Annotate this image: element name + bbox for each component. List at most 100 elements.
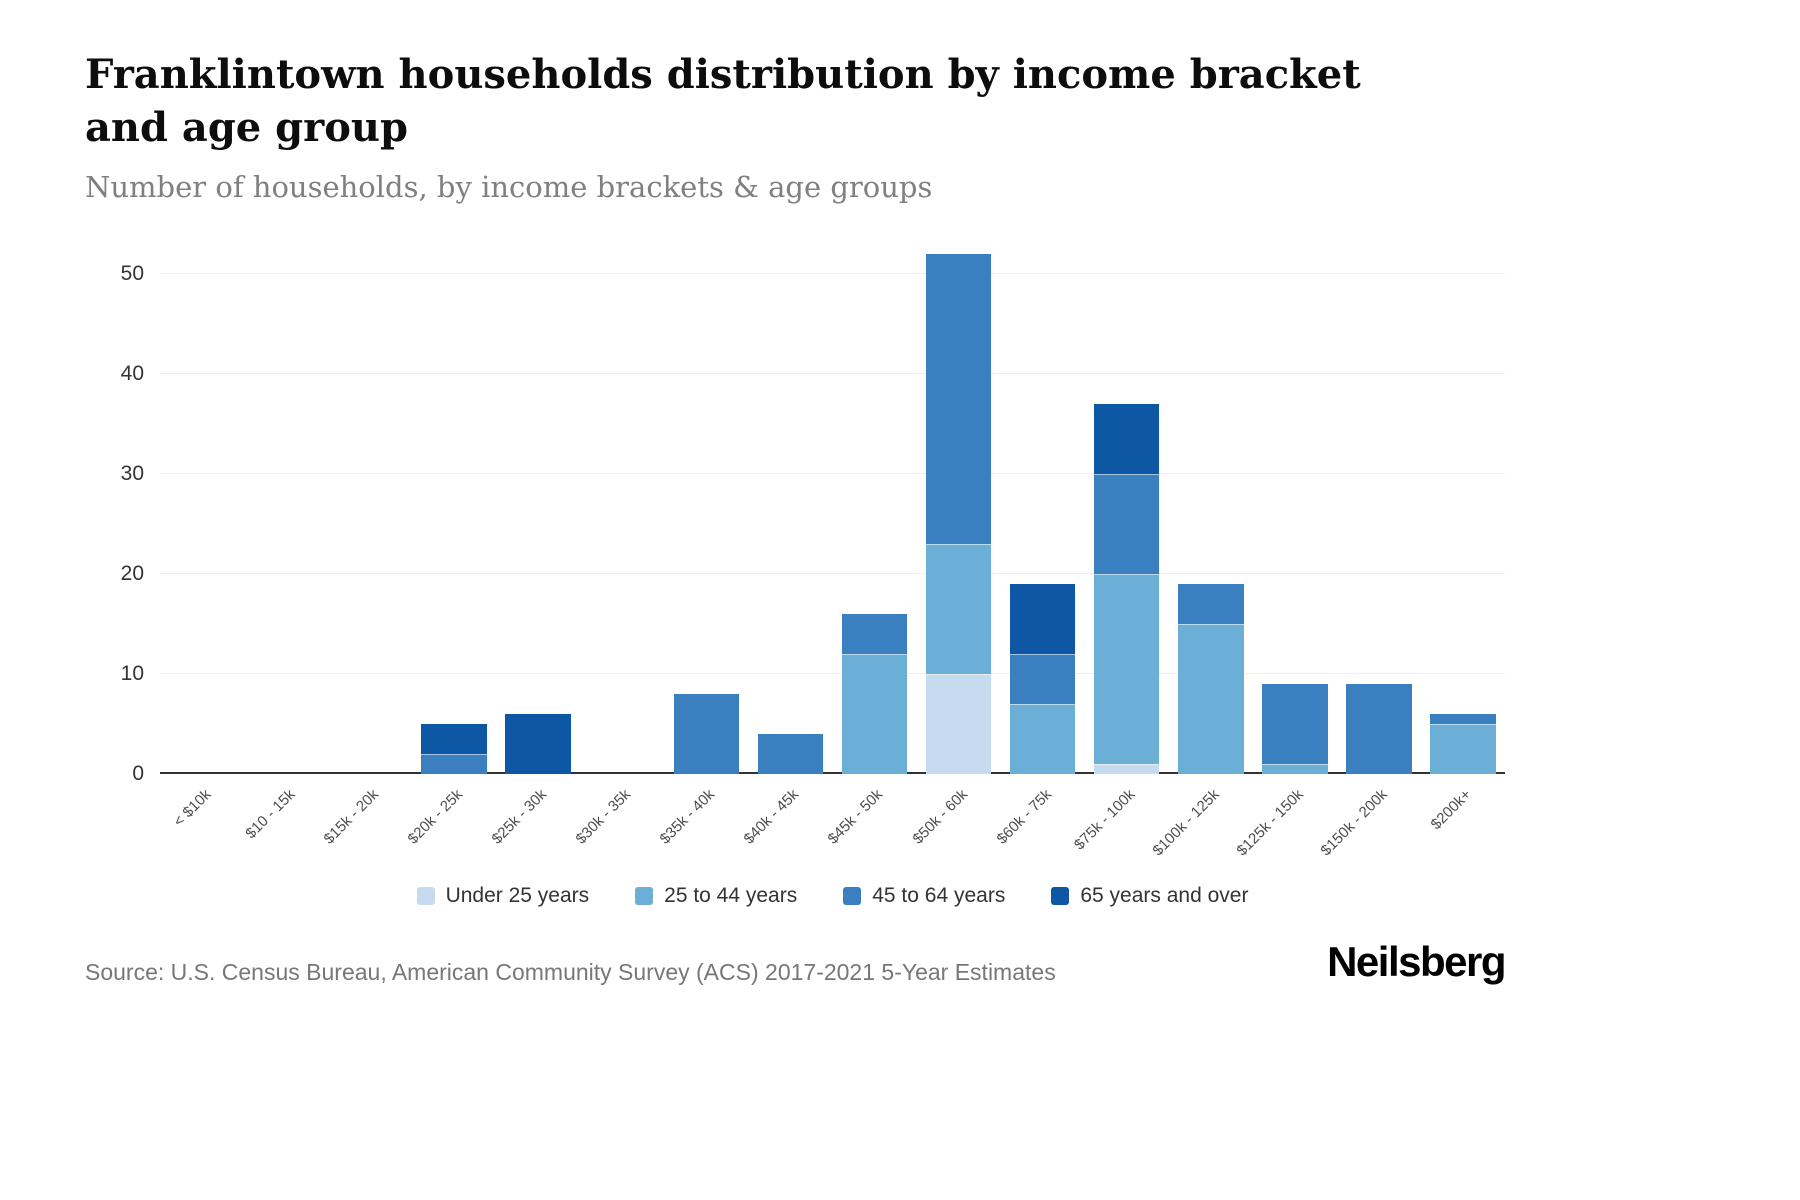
bar-segment <box>1009 584 1076 655</box>
bar-segment <box>1177 584 1244 625</box>
y-tick-label: 50 <box>120 262 144 286</box>
x-tick-label: $30k - 35k <box>572 786 635 848</box>
legend-item: Under 25 years <box>416 884 590 908</box>
gridline <box>160 573 1505 575</box>
stacked-bar <box>1430 714 1496 775</box>
bar-segment <box>673 694 740 775</box>
bar-segment <box>1346 684 1412 775</box>
bar-segment <box>757 734 824 775</box>
bar-column: $100k - 125k <box>1149 254 1253 860</box>
bar-segment <box>1093 404 1160 475</box>
x-tick-label: $15k - 20k <box>320 786 383 848</box>
chart-subtitle: Number of households, by income brackets… <box>85 170 933 205</box>
bar-segment <box>1430 724 1496 775</box>
bar-segment <box>925 544 992 675</box>
bar-segment <box>1009 654 1076 705</box>
y-tick-label: 0 <box>132 762 144 786</box>
x-tick-label: $40k - 45k <box>740 786 803 848</box>
bar-column: $50k - 60k <box>909 254 1001 848</box>
stacked-bar <box>1177 584 1244 775</box>
plot-area: < $10k $10 - 15k $15k - 20k $20k - 25k $25k … <box>160 254 1505 860</box>
stacked-bar <box>421 724 487 775</box>
y-tick-label: 10 <box>120 662 144 686</box>
bar-segment <box>505 714 572 775</box>
x-tick-label: $75k - 100k <box>1071 786 1139 854</box>
x-tick-label: $25k - 30k <box>488 786 551 848</box>
legend-item: 25 to 44 years <box>635 884 797 908</box>
bar-segment <box>925 674 992 775</box>
legend: Under 25 years 25 to 44 years 45 to 64 yea… <box>160 884 1505 908</box>
bar-column: $125k - 150k <box>1234 254 1337 860</box>
bar-segment <box>1262 684 1328 765</box>
bar-column: $200k+ <box>1421 254 1505 833</box>
bars: < $10k $10 - 15k $15k - 20k $20k - 25k $25k … <box>160 254 1505 860</box>
stacked-bar <box>757 734 824 775</box>
x-tick-label: $125k - 150k <box>1233 786 1307 860</box>
bar-segment <box>925 254 992 545</box>
bar-column: $40k - 45k <box>741 254 832 848</box>
bar-column: $35k - 40k <box>657 254 748 848</box>
legend-swatch <box>416 887 435 906</box>
x-tick-label: $200k+ <box>1427 786 1475 834</box>
neilsberg-logo: Neilsberg <box>1327 938 1506 986</box>
chart-title: Franklintown households distribution by … <box>85 51 1361 152</box>
x-tick-label: $10 - 15k <box>241 786 299 843</box>
stacked-bar <box>841 614 908 775</box>
gridline <box>160 673 1505 675</box>
x-tick-label: $45k - 50k <box>825 786 887 848</box>
y-tick-label: 30 <box>120 462 144 486</box>
x-tick-label: $20k - 25k <box>404 786 467 848</box>
x-tick-label: $50k - 60k <box>909 786 971 848</box>
y-tick-label: 40 <box>120 362 144 386</box>
legend-swatch <box>1051 887 1070 906</box>
y-axis: 0 10 20 30 40 50 <box>85 254 160 785</box>
stacked-bar <box>1009 584 1076 775</box>
bar-segment <box>421 724 487 755</box>
bar-segment <box>1009 704 1076 775</box>
bar-column: $150k - 200k <box>1318 254 1421 860</box>
x-tick-label: $100k - 125k <box>1149 786 1223 860</box>
legend-item: 45 to 64 years <box>843 884 1005 908</box>
bar-segment <box>841 614 908 655</box>
gridline <box>160 473 1505 475</box>
bar-segment <box>841 654 908 775</box>
legend-label: 25 to 44 years <box>664 884 798 908</box>
bar-segment <box>1093 474 1160 575</box>
bar-column: $20k - 25k <box>405 254 496 848</box>
stacked-bar <box>1093 404 1160 775</box>
source-text: Source: U.S. Census Bureau, American Com… <box>85 959 1056 986</box>
legend-swatch <box>843 887 862 906</box>
legend-label: 45 to 64 years <box>872 884 1006 908</box>
bar-column: $25k - 30k <box>489 254 580 848</box>
legend-swatch <box>635 887 654 906</box>
x-tick-label: $150k - 200k <box>1317 786 1391 860</box>
bar-column: $60k - 75k <box>993 254 1085 848</box>
bar-column: $75k - 100k <box>1071 254 1169 854</box>
x-tick-label: $35k - 40k <box>656 786 719 848</box>
stacked-bar <box>1346 684 1412 775</box>
bar-segment <box>1177 624 1244 775</box>
stacked-bar <box>505 714 572 775</box>
bar-segment <box>1093 574 1160 765</box>
footer: Source: U.S. Census Bureau, American Com… <box>85 938 1506 986</box>
stacked-bar <box>1262 684 1328 775</box>
stacked-bar <box>925 254 992 775</box>
gridline <box>160 273 1505 275</box>
legend-item: 65 years and over <box>1051 884 1248 908</box>
bar-column: $15k - 20k <box>321 254 412 848</box>
stacked-bar <box>673 694 740 775</box>
bar-segment <box>1430 714 1496 725</box>
bar-column: < $10k <box>160 254 244 830</box>
x-axis-line <box>160 772 1505 775</box>
bar-segment <box>1093 764 1160 775</box>
bar-segment <box>421 754 487 775</box>
x-tick-label: < $10k <box>169 786 215 831</box>
x-tick-label: $60k - 75k <box>993 786 1055 848</box>
gridline <box>160 373 1505 375</box>
legend-label: Under 25 years <box>445 884 590 908</box>
y-tick-label: 20 <box>120 562 144 586</box>
bar-column: $30k - 35k <box>573 254 664 848</box>
bar-column: $45k - 50k <box>825 254 917 848</box>
legend-label: 65 years and over <box>1080 884 1249 908</box>
